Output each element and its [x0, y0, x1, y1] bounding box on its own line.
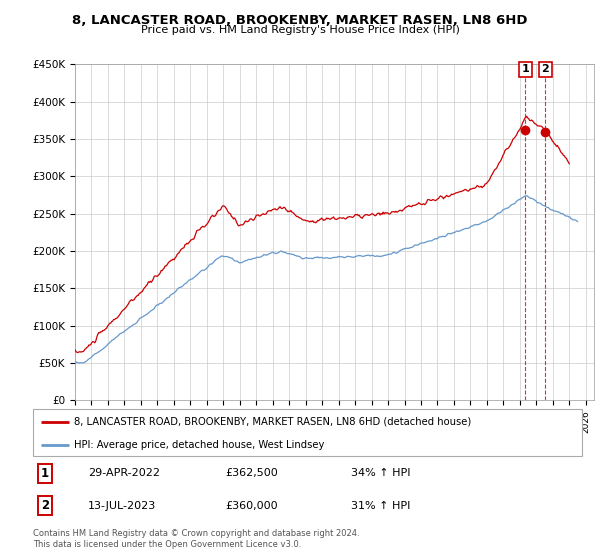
- FancyBboxPatch shape: [33, 409, 582, 456]
- Text: 29-APR-2022: 29-APR-2022: [88, 468, 160, 478]
- Text: 31% ↑ HPI: 31% ↑ HPI: [352, 501, 411, 511]
- Text: 8, LANCASTER ROAD, BROOKENBY, MARKET RASEN, LN8 6HD (detached house): 8, LANCASTER ROAD, BROOKENBY, MARKET RAS…: [74, 417, 472, 427]
- Text: HPI: Average price, detached house, West Lindsey: HPI: Average price, detached house, West…: [74, 440, 325, 450]
- Text: 8, LANCASTER ROAD, BROOKENBY, MARKET RASEN, LN8 6HD: 8, LANCASTER ROAD, BROOKENBY, MARKET RAS…: [72, 14, 528, 27]
- Text: £360,000: £360,000: [225, 501, 278, 511]
- Text: 2: 2: [41, 499, 49, 512]
- Text: 2: 2: [541, 64, 549, 74]
- Text: Price paid vs. HM Land Registry's House Price Index (HPI): Price paid vs. HM Land Registry's House …: [140, 25, 460, 35]
- Text: 1: 1: [521, 64, 529, 74]
- Text: 34% ↑ HPI: 34% ↑ HPI: [352, 468, 411, 478]
- Text: £362,500: £362,500: [225, 468, 278, 478]
- Text: Contains HM Land Registry data © Crown copyright and database right 2024.
This d: Contains HM Land Registry data © Crown c…: [33, 529, 359, 549]
- Text: 13-JUL-2023: 13-JUL-2023: [88, 501, 156, 511]
- Text: 1: 1: [41, 467, 49, 480]
